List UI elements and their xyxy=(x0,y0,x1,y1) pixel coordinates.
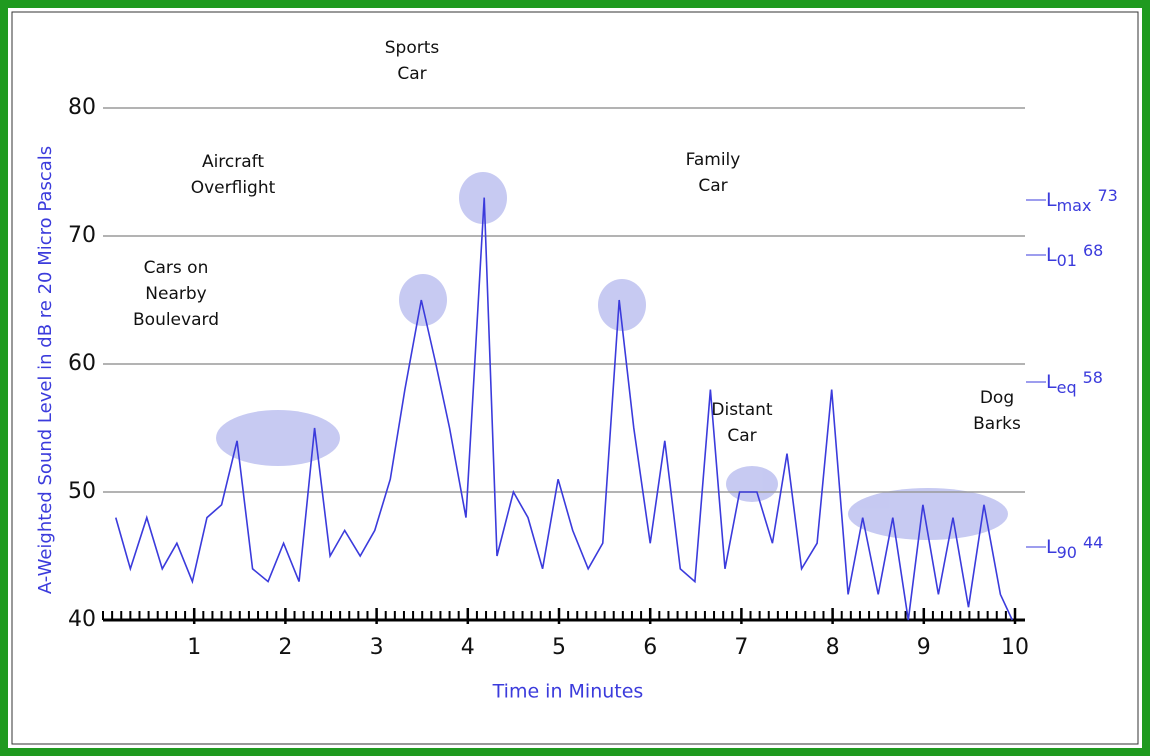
annotation: Family xyxy=(686,150,741,170)
x-tick-label: 10 xyxy=(1001,635,1029,660)
level-sub: max xyxy=(1057,196,1092,215)
level-label: L90 44 xyxy=(1046,533,1103,562)
y-tick-label: 40 xyxy=(68,607,96,632)
x-tick-label: 7 xyxy=(734,635,748,660)
highlight xyxy=(459,172,507,224)
level-label: L01 68 xyxy=(1046,241,1103,270)
annotation: Sports xyxy=(385,38,440,58)
annotation: Aircraft xyxy=(202,152,264,172)
highlight xyxy=(399,274,447,326)
annotations: Sports Car Aircraft Overflight Family Car Cars… xyxy=(133,38,1021,446)
x-tick-label: 3 xyxy=(370,635,384,660)
highlight xyxy=(216,410,340,466)
highlights xyxy=(216,172,1008,540)
annotation: Barks xyxy=(973,414,1021,434)
level-value: 73 xyxy=(1097,186,1117,205)
level-symbol: L xyxy=(1046,371,1057,393)
highlight xyxy=(598,279,646,331)
x-tick-label: 8 xyxy=(826,635,840,660)
highlight xyxy=(848,488,1008,540)
x-tick-label: 9 xyxy=(917,635,931,660)
level-symbol: L xyxy=(1046,536,1057,558)
level-symbol: L xyxy=(1046,189,1057,211)
x-tick-label: 6 xyxy=(643,635,657,660)
level-label: Leq 58 xyxy=(1046,368,1103,397)
level-sub: 90 xyxy=(1057,543,1077,562)
level-value: 58 xyxy=(1083,368,1103,387)
annotation: Boulevard xyxy=(133,310,219,330)
annotation: Car xyxy=(397,64,426,84)
x-tick-label: 1 xyxy=(187,635,201,660)
highlight xyxy=(726,466,778,502)
annotation: Nearby xyxy=(145,284,206,304)
level-value: 68 xyxy=(1083,241,1103,260)
level-value: 44 xyxy=(1083,533,1103,552)
x-tick-label: 2 xyxy=(278,635,292,660)
y-tick-label: 50 xyxy=(68,479,96,504)
level-symbol: L xyxy=(1046,244,1057,266)
annotation: Distant xyxy=(711,400,773,420)
level-sub: eq xyxy=(1057,378,1077,397)
y-axis-label: A-Weighted Sound Level in dB re 20 Micro… xyxy=(35,146,56,594)
y-tick-label: 80 xyxy=(68,95,96,120)
y-tick-label: 70 xyxy=(68,223,96,248)
x-tick-label: 5 xyxy=(552,635,566,660)
annotation: Overflight xyxy=(191,178,276,198)
annotation: Car xyxy=(698,176,727,196)
annotation: Car xyxy=(727,426,756,446)
inner-frame xyxy=(11,11,1139,745)
level-label: Lmax 73 xyxy=(1046,186,1118,215)
x-axis-label: Time in Minutes xyxy=(492,681,644,703)
y-tick-label: 60 xyxy=(68,351,96,376)
level-sub: 01 xyxy=(1057,251,1077,270)
annotation: Dog xyxy=(980,388,1014,408)
line xyxy=(114,197,1013,621)
annotation: Cars on xyxy=(144,258,209,278)
x-tick-label: 4 xyxy=(461,635,475,660)
